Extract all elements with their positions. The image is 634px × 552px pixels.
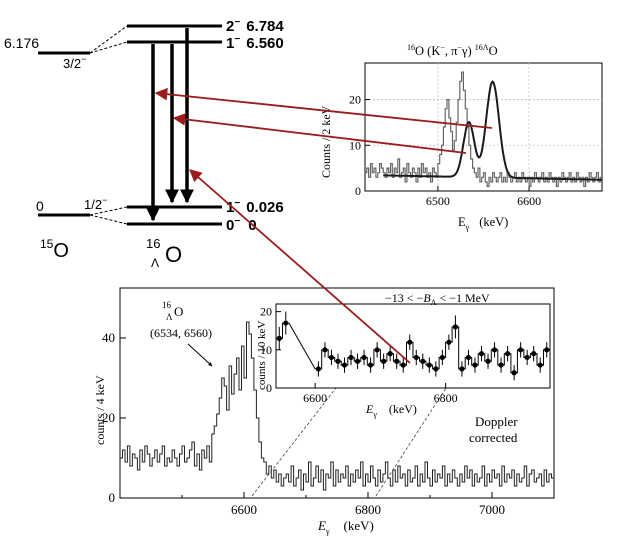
o15-spin-excited: 3/2−: [63, 54, 86, 71]
inset-data-point: [315, 366, 322, 372]
bottom-y-axis-label: counts / 4 keV: [93, 375, 107, 445]
x-tick-label: 6500: [426, 194, 450, 208]
inset-data-point: [465, 354, 472, 361]
inset-data-point: [374, 347, 380, 353]
inset-data-point: [328, 354, 335, 361]
bottom-x-axis-label: Eγ (keV): [317, 518, 374, 536]
inset-data-point: [283, 320, 289, 326]
x-tick-label: 6600: [517, 194, 541, 208]
inset-y-axis-label: counts / 10 keV: [256, 321, 268, 390]
peak-label-nucleus: 16 ΛO: [162, 300, 183, 322]
inset-data-point: [413, 354, 419, 361]
o15-nucleus-label: 15O: [40, 237, 69, 262]
inset-data-point: [335, 358, 341, 364]
hyper-level-0026-label: 1− 0.026: [226, 198, 284, 216]
y-tick-label: 0: [109, 490, 116, 505]
inset-x-axis-label: Eγ (keV): [365, 402, 417, 419]
inset-data-point: [537, 362, 543, 368]
inset-data-point: [439, 354, 445, 361]
inset-data-point: [394, 358, 400, 364]
level-scheme: 6.176 3/2− 0 1/2− 2− 6.784 1− 6.560 1− 0.02…: [4, 17, 284, 270]
x-tick-label: 6800: [355, 502, 381, 517]
peak-pointer-arrow: [187, 343, 213, 367]
top-spectrum-title: 16O (K−, π−γ) 16ΛO: [407, 43, 498, 58]
inset-data-point: [381, 358, 387, 364]
connector-dash: [89, 214, 128, 225]
top-fit-curve: [383, 80, 603, 181]
y-tick-label: 20: [260, 305, 272, 319]
bottom-histogram-trace: [120, 321, 554, 491]
hypernucleus-label: 16 Λ O: [146, 236, 182, 270]
x-tick-label: 7000: [479, 502, 505, 517]
x-tick-label: 6800: [434, 391, 458, 405]
inset-data-point: [433, 366, 439, 372]
inset-data-point: [485, 358, 491, 364]
red-arrow-6560: [154, 87, 493, 129]
inset-data-point: [518, 347, 524, 353]
inset-data-point: [544, 347, 550, 353]
inset-frame: [275, 303, 551, 389]
inset-data-point: [276, 335, 282, 341]
inset-data-point: [491, 347, 498, 353]
inset-data-point: [426, 362, 432, 368]
doppler-label-line1: Doppler: [475, 414, 518, 429]
correspondence-arrows: [154, 87, 493, 364]
y-tick-label: 20: [349, 93, 361, 107]
hyper-level-6784-label: 2− 6.784: [226, 17, 284, 35]
connector-dash: [89, 25, 128, 54]
hyper-level-6560-label: 1− 6.560: [226, 34, 284, 52]
top-histogram-trace: [365, 71, 602, 187]
inset-data-point: [472, 362, 478, 368]
inset-data-point: [452, 324, 459, 330]
inset-data-point: [459, 366, 465, 372]
top-x-axis-label: Eγ (keV): [458, 215, 508, 232]
o15-spin-ground: 1/2−: [84, 195, 107, 212]
inset-data-point: [354, 358, 361, 364]
o15-energy-ground: 0: [36, 198, 44, 214]
inset-data-point: [446, 339, 452, 345]
y-tick-label: 0: [266, 381, 272, 395]
red-arrow-6534: [172, 113, 467, 154]
inset-data-point: [498, 362, 504, 368]
inset-data-point: [341, 362, 348, 368]
peak-label-energies: (6534, 6560): [150, 326, 212, 340]
inset-data-point: [511, 370, 517, 376]
inset-title: −13 < −BΛ < −1 MeV: [385, 291, 490, 307]
top-y-axis-label: Counts / 2 keV: [319, 105, 333, 178]
top-right-spectrum-panel: 6500 6600 0 10 20 16O (K−, π−γ) 16ΛO Counts …: [319, 43, 603, 232]
connector-dash: [89, 41, 128, 54]
y-tick-label: 40: [102, 330, 115, 345]
inset-data-point: [524, 354, 530, 361]
doppler-label-line2: corrected: [469, 430, 518, 445]
y-tick-label: 0: [355, 184, 361, 198]
inset-data-point: [420, 358, 426, 364]
inset-data-point: [407, 339, 413, 345]
red-arrow-6784: [189, 169, 411, 364]
connector-dash: [89, 206, 128, 216]
zoom-guide-left: [251, 387, 337, 497]
o15-energy-excited: 6.176: [4, 35, 39, 51]
inset-data-point: [361, 354, 367, 361]
inset-data-point: [531, 351, 537, 357]
inset-data-point: [322, 347, 328, 353]
inset-data-point: [478, 351, 485, 357]
y-tick-label: 10: [260, 343, 272, 357]
inset-spectrum-panel: 6600 6800 0 10 20 −13 < −BΛ < −1 MeV counts …: [256, 291, 551, 419]
zoom-guide-right: [375, 387, 447, 497]
inset-data-point: [400, 362, 406, 368]
y-tick-label: 20: [102, 410, 115, 425]
inset-data-point: [387, 351, 393, 357]
inset-data-point: [367, 362, 374, 368]
x-tick-label: 6600: [231, 502, 257, 517]
inset-data-point: [348, 354, 354, 361]
inset-data-point: [504, 351, 511, 357]
y-tick-label: 10: [349, 138, 361, 152]
x-tick-label: 6600: [303, 391, 327, 405]
